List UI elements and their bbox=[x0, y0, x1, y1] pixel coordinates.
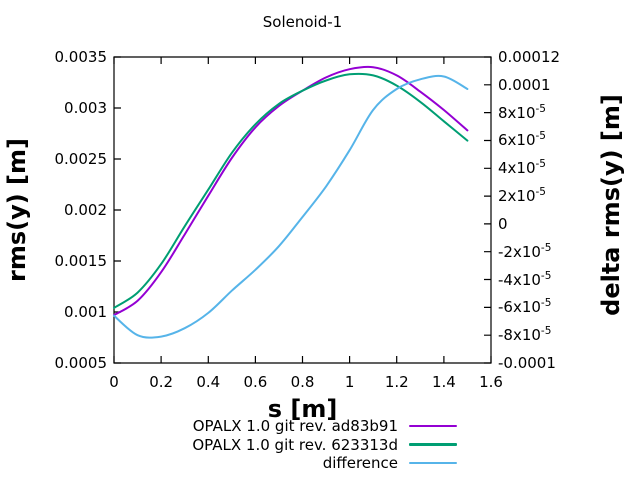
x-tick-label: 0.4 bbox=[196, 373, 221, 391]
x-axis-label: s [m] bbox=[267, 395, 338, 423]
y-tick-label: 0.0015 bbox=[54, 252, 108, 270]
y2-tick-label: 0.00012 bbox=[498, 48, 561, 66]
y-tick-label: 0.003 bbox=[64, 99, 107, 117]
axis-tick-marks bbox=[113, 56, 492, 364]
legend-line-swatch-0 bbox=[409, 424, 457, 428]
x-tick-label: 1 bbox=[344, 373, 355, 391]
y2-tick-label: 4x10-5 bbox=[498, 158, 546, 178]
y2-tick-label: -8x10-5 bbox=[498, 325, 552, 345]
legend-line-swatch-1 bbox=[409, 443, 457, 446]
y2-tick-label: -6x10-5 bbox=[498, 297, 552, 317]
y2-tick-label: 0.0001 bbox=[498, 75, 551, 94]
legend-item-2: difference bbox=[0, 454, 457, 472]
legend-item-1: OPALX 1.0 git rev. 623313d bbox=[0, 435, 457, 454]
y-tick-label: 0.002 bbox=[64, 201, 107, 219]
series-line-1 bbox=[113, 72, 469, 309]
legend-label-1: OPALX 1.0 git rev. 623313d bbox=[192, 435, 398, 454]
y2-axis-tick-labels: 0.00012 0.0001 8x10-5 6x10-5 4x10-5 2x10-5 0 -2… bbox=[498, 0, 608, 480]
legend-line-swatch-2 bbox=[409, 461, 457, 465]
y2-tick-label: -4x10-5 bbox=[498, 269, 552, 289]
x-tick-label: 1.2 bbox=[384, 373, 409, 391]
y-tick-label: 0.001 bbox=[64, 303, 107, 321]
legend-item-0: OPALX 1.0 git rev. ad83b91 bbox=[0, 417, 457, 435]
y2-tick-label: 8x10-5 bbox=[498, 102, 546, 122]
y2-tick-label: -0.0001 bbox=[498, 354, 556, 372]
x-tick-label: 0.6 bbox=[243, 373, 268, 391]
legend-label-2: difference bbox=[322, 453, 398, 472]
legend-label-0: OPALX 1.0 git rev. ad83b91 bbox=[192, 417, 398, 436]
chart-title: Solenoid-1 bbox=[262, 13, 343, 31]
x-tick-label: 0 bbox=[109, 373, 119, 391]
x-tick-label: 1.6 bbox=[479, 373, 503, 391]
x-tick-label: 0.8 bbox=[290, 373, 315, 391]
x-tick-label: 1.4 bbox=[431, 373, 456, 391]
y2-tick-label: 2x10-5 bbox=[498, 186, 546, 206]
y2-tick-label: 6x10-5 bbox=[498, 130, 546, 150]
legend: OPALX 1.0 git rev. ad83b91 OPALX 1.0 git … bbox=[0, 417, 457, 472]
y-tick-label: 0.0025 bbox=[54, 150, 108, 168]
y-tick-label: 0.0005 bbox=[54, 354, 108, 372]
y-tick-label: 0.0035 bbox=[54, 48, 108, 66]
y2-tick-label: -2x10-5 bbox=[498, 241, 552, 261]
x-tick-label: 0.2 bbox=[149, 373, 174, 391]
series-line-2 bbox=[113, 74, 469, 339]
y-axis-tick-labels: 0.0035 0.003 0.0025 0.002 0.0015 0.001 0.0005 bbox=[0, 0, 108, 480]
y2-tick-label: 0 bbox=[498, 214, 508, 233]
